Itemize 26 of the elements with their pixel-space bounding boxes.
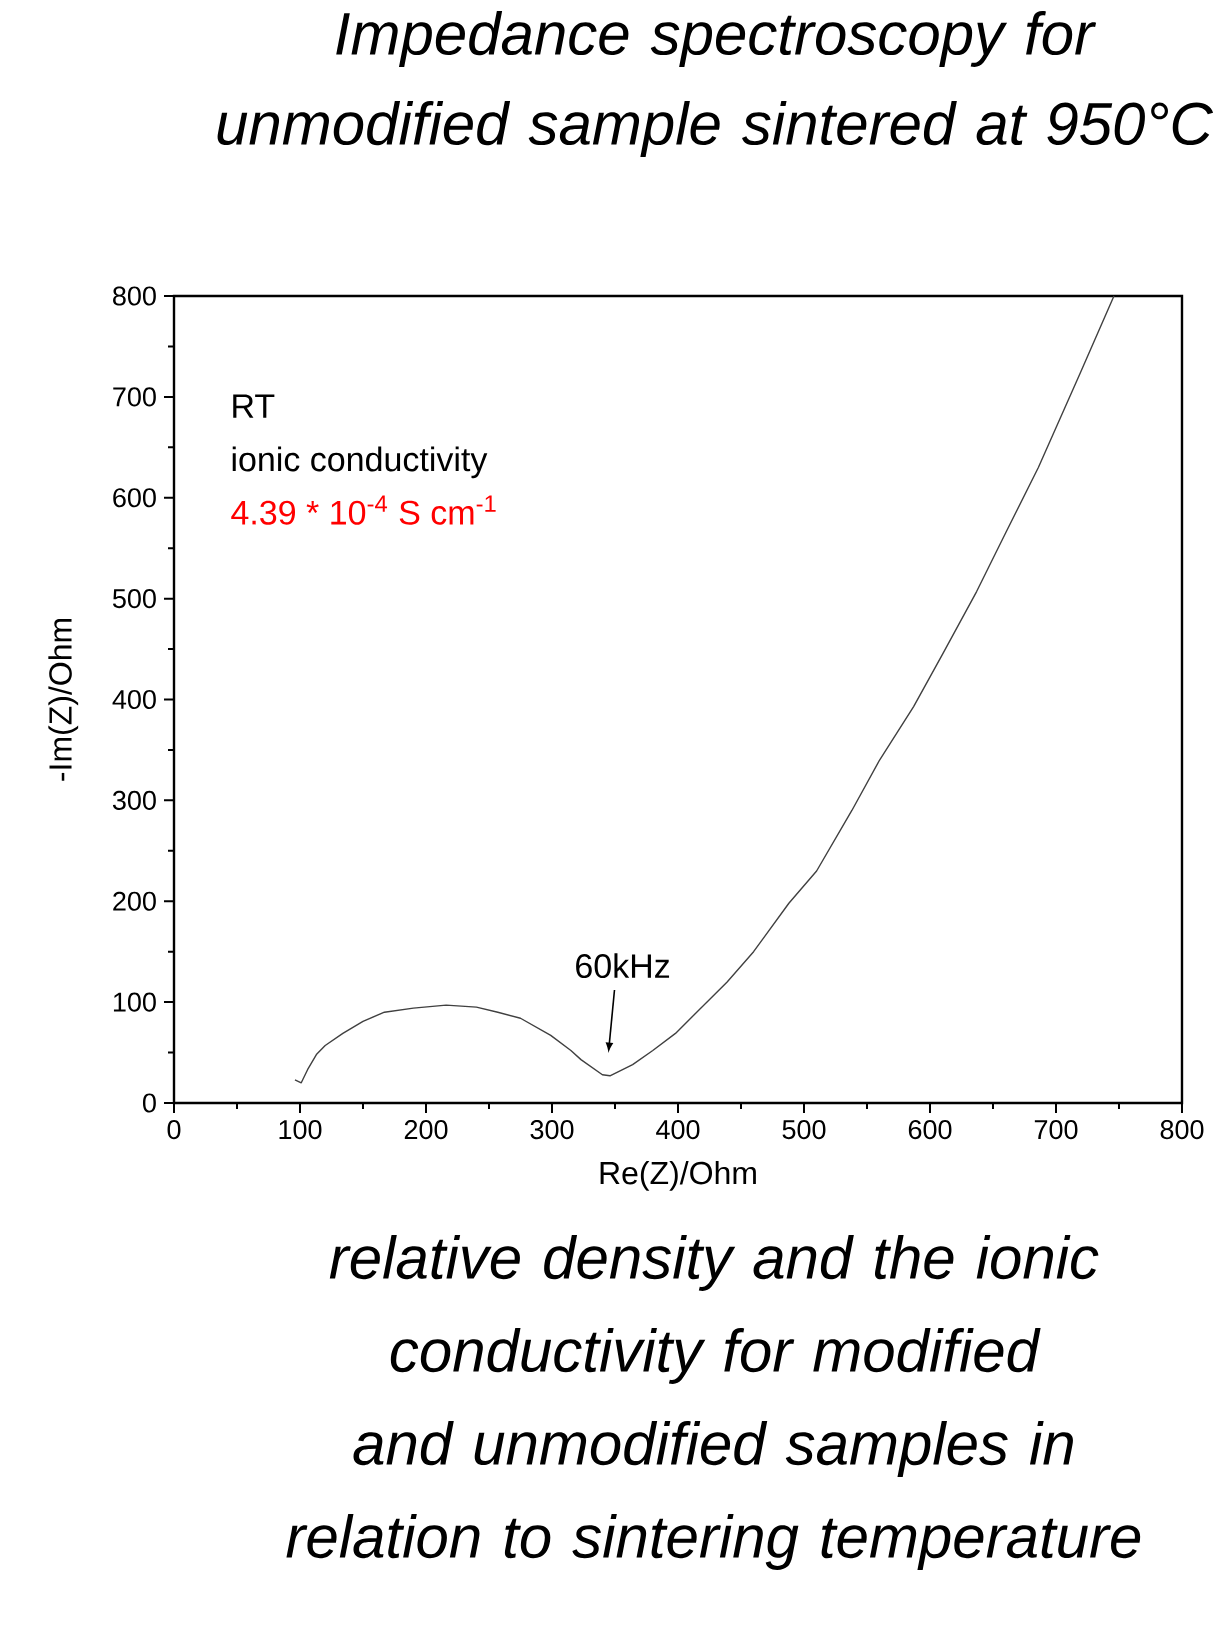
x-tick-label: 800 (1160, 1120, 1204, 1140)
x-tick-label: 500 (782, 1120, 826, 1140)
x-tick-label: 0 (167, 1120, 181, 1140)
x-axis-title: Re(Z)/Ohm (600, 1160, 757, 1191)
annotation: RT (233, 394, 275, 418)
y-tick-label: 100 (114, 992, 157, 1012)
y-tick-label: 400 (112, 689, 157, 710)
y-tick-label: 300 (113, 790, 157, 810)
annotation: ionic conductivity (232, 446, 488, 479)
x-tick-label: 400 (656, 1120, 700, 1140)
x-tick-label: 300 (530, 1120, 574, 1140)
y-tick-label: 500 (113, 589, 157, 609)
y-axis-title: -Im(Z)/Ohm (48, 618, 79, 781)
y-tick-label: 0 (143, 1093, 157, 1113)
y-tick-label: 700 (113, 387, 157, 407)
x-tick-label: 100 (279, 1120, 322, 1140)
x-tick-label: 200 (404, 1120, 448, 1140)
annotation: 60kHz (576, 953, 670, 979)
x-tick-label: 700 (1035, 1120, 1078, 1140)
y-tick-label: 800 (113, 286, 157, 306)
y-tick-label: 200 (113, 891, 157, 911)
y-tick-label: 600 (113, 488, 157, 508)
annotation: 4.39 * 10$^{-4}$ S cm$^{-1}$ (231, 495, 496, 525)
x-tick-label: 600 (909, 1120, 952, 1140)
text: relative density and the ionic conductivity for modified and unmodified samples in relation to sintering temperature (286, 1235, 1141, 1570)
chart-title: Impedance spectroscopy for unmodified sample sintered at 950°C (217, 11, 1214, 157)
